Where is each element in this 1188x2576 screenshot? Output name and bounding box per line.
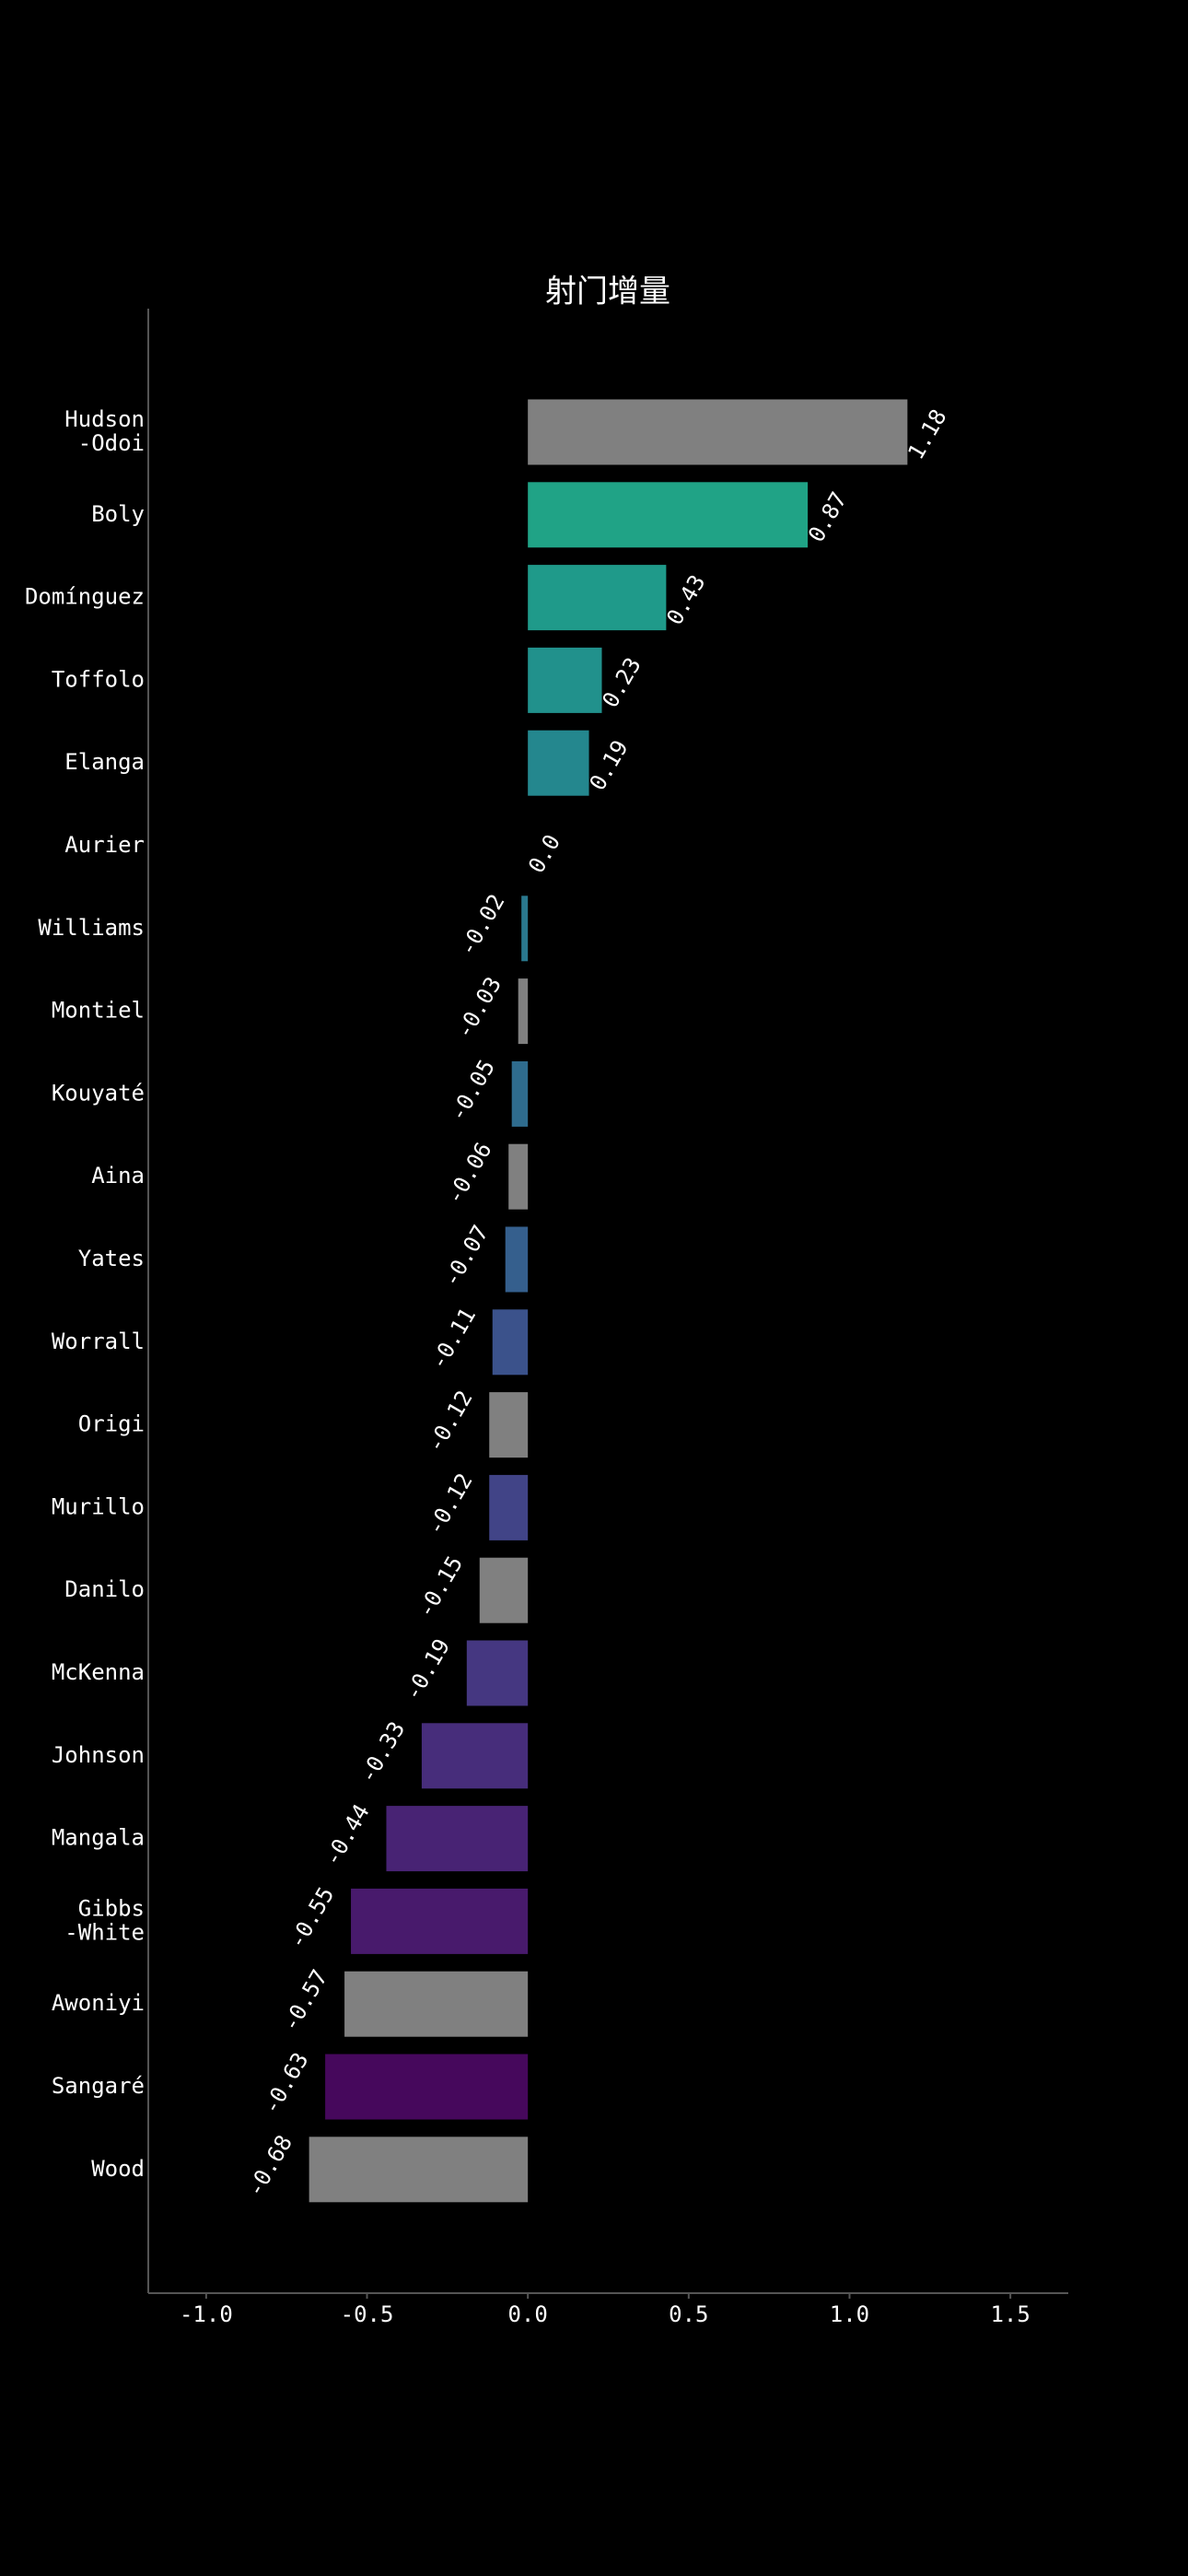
y-tick-label: Wood <box>91 2156 145 2182</box>
bar <box>386 1806 529 1872</box>
y-tick-label: Williams <box>38 915 145 941</box>
bar <box>518 978 529 1045</box>
bar <box>508 1143 529 1210</box>
y-tick-label: Aurier <box>64 832 145 858</box>
bar <box>466 1640 529 1706</box>
bar <box>421 1723 529 1789</box>
value-label: -0.15 <box>413 1551 468 1622</box>
y-tick-label: Yates <box>78 1246 145 1271</box>
bar <box>528 399 908 465</box>
value-label: -0.57 <box>277 1965 332 2036</box>
bar <box>344 1971 529 2037</box>
value-label: -0.02 <box>454 890 509 961</box>
y-tick-label: Toffolo <box>52 666 145 692</box>
bar <box>528 730 589 796</box>
y-tick-label: Boly <box>91 501 145 527</box>
bar <box>528 647 602 713</box>
value-label: -0.55 <box>284 1882 339 1953</box>
y-tick-label: Kouyaté <box>52 1080 145 1106</box>
x-tick-label: 1.0 <box>830 2301 869 2327</box>
y-tick-label: Gibbs -White <box>64 1895 145 1945</box>
y-tick-label: Danilo <box>64 1576 145 1602</box>
value-label: -0.07 <box>438 1221 494 1292</box>
y-tick-label: Domínguez <box>25 584 145 610</box>
bar <box>505 1226 529 1293</box>
bar <box>492 1309 529 1376</box>
y-tick-label: Mangala <box>52 1825 145 1851</box>
value-label: 0.0 <box>523 830 565 878</box>
x-tick-label: -1.0 <box>180 2301 233 2327</box>
y-tick-label: Montiel <box>52 998 145 1024</box>
bar <box>528 482 809 548</box>
x-tick-label: 0.0 <box>507 2301 547 2327</box>
y-tick-label: Worrall <box>52 1329 145 1354</box>
bar <box>489 1392 529 1458</box>
value-label: 0.19 <box>585 736 634 795</box>
bar <box>521 896 529 962</box>
y-tick-label: Aina <box>91 1163 145 1188</box>
bar <box>489 1474 529 1540</box>
value-label: -0.05 <box>445 1055 500 1126</box>
bar <box>479 1557 529 1623</box>
chart-title: 射门增量 <box>545 274 670 310</box>
value-label: -0.12 <box>422 1469 477 1540</box>
y-tick-label: Murillo <box>52 1493 145 1519</box>
y-tick-label: Sangaré <box>52 2073 145 2099</box>
y-tick-label: Hudson -Odoi <box>64 406 145 456</box>
x-tick-label: 1.5 <box>990 2301 1030 2327</box>
bar <box>309 2137 529 2203</box>
value-label: -0.06 <box>441 1138 496 1209</box>
value-label: -0.19 <box>400 1634 455 1705</box>
y-tick-label: Elanga <box>64 749 145 775</box>
value-label: 0.43 <box>661 570 710 629</box>
value-label: 0.87 <box>803 487 852 546</box>
value-label: 0.23 <box>598 653 646 712</box>
value-label: -0.11 <box>425 1304 481 1375</box>
x-tick-label: -0.5 <box>341 2301 394 2327</box>
bar <box>325 2054 529 2120</box>
value-label: -0.63 <box>258 2048 313 2119</box>
value-label: -0.33 <box>355 1717 410 1788</box>
bar <box>351 1888 529 1954</box>
bar <box>511 1060 529 1127</box>
y-tick-label: Awoniyi <box>52 1990 145 2016</box>
value-label: -0.44 <box>319 1800 374 1871</box>
y-tick-label: Origi <box>78 1411 145 1437</box>
value-label: -0.68 <box>242 2131 297 2202</box>
y-tick-label: McKenna <box>52 1659 145 1685</box>
x-tick-label: 0.5 <box>669 2301 708 2327</box>
value-label: -0.12 <box>422 1387 477 1458</box>
y-tick-label: Johnson <box>52 1742 145 1768</box>
value-label: -0.03 <box>451 973 507 1044</box>
value-label: 1.18 <box>903 404 951 463</box>
bar <box>528 565 667 631</box>
